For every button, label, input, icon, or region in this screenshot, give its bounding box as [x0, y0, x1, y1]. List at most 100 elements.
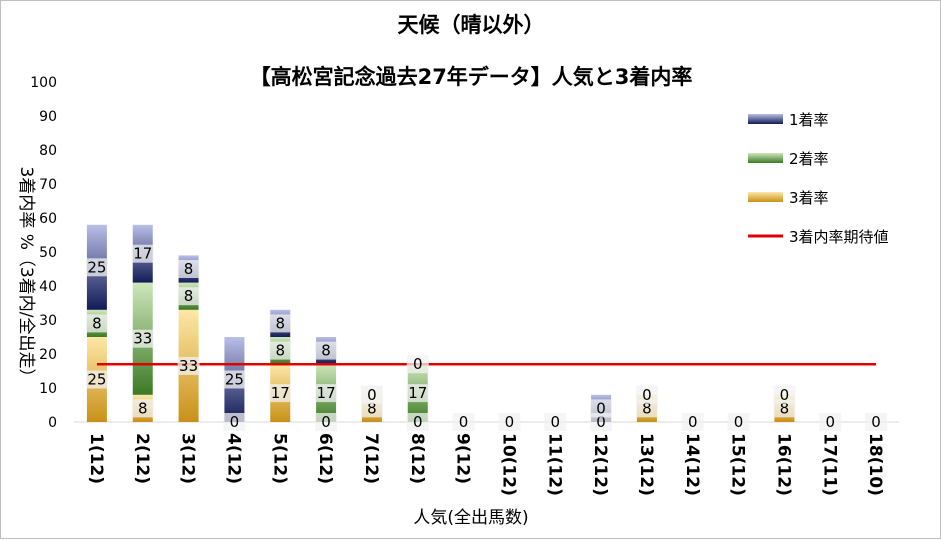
- data-label: 8: [92, 314, 102, 332]
- data-label-bg: [269, 341, 292, 360]
- y-tick-label: 20: [39, 347, 57, 363]
- data-label: 0: [871, 413, 881, 431]
- y-tick-label: 70: [39, 177, 57, 193]
- data-label: 0: [780, 386, 790, 404]
- data-label: 0: [550, 413, 560, 431]
- x-tick-label: 2(12): [132, 433, 152, 484]
- x-tick-label: 3(12): [178, 433, 198, 484]
- data-label: 0: [642, 386, 652, 404]
- data-label-bg: [360, 385, 383, 404]
- y-tick-label: 60: [39, 211, 57, 227]
- data-label-bg: [177, 260, 200, 278]
- data-label: 8: [184, 287, 194, 305]
- data-label: 8: [367, 399, 377, 417]
- data-label: 8: [642, 399, 652, 417]
- legend-label: 3着内率期待値: [789, 228, 889, 246]
- legend-label: 2着率: [789, 150, 829, 168]
- data-label-bg: [819, 413, 842, 431]
- x-tick-label: 12(12): [590, 433, 610, 496]
- data-label-bg: [177, 287, 200, 306]
- y-tick-label: 80: [39, 143, 57, 159]
- data-label: 0: [321, 413, 331, 431]
- legend-swatch: [748, 192, 783, 202]
- data-label-bg: [269, 314, 292, 333]
- x-tick-label: 14(12): [682, 433, 702, 496]
- data-label-bg: [85, 258, 108, 277]
- legend-swatch: [748, 153, 783, 163]
- data-label: 25: [87, 371, 106, 389]
- data-label-bg: [85, 370, 108, 389]
- data-label: 0: [688, 413, 698, 431]
- data-label-bg: [498, 413, 521, 431]
- y-tick-label: 40: [39, 279, 57, 295]
- data-label: 33: [179, 357, 198, 375]
- y-tick-label: 90: [39, 109, 57, 125]
- data-label-bg: [85, 314, 108, 333]
- data-label: 0: [459, 413, 469, 431]
- data-label: 8: [275, 314, 285, 332]
- x-axis-label: 人気(全出馬数): [413, 508, 528, 528]
- data-label: 8: [275, 342, 285, 360]
- chart-title: 天候（晴以外）: [398, 13, 545, 37]
- legend-label: 3着率: [789, 189, 829, 207]
- data-label-bg: [590, 413, 613, 431]
- data-label-bg: [635, 385, 658, 404]
- x-tick-label: 7(12): [361, 433, 381, 484]
- data-label-bg: [223, 413, 246, 431]
- data-label: 0: [413, 413, 423, 431]
- data-label: 8: [321, 342, 331, 360]
- x-tick-label: 6(12): [315, 433, 335, 484]
- data-label: 33: [133, 330, 152, 348]
- data-label-bg: [131, 399, 154, 418]
- data-label-bg: [452, 413, 475, 431]
- data-label-bg: [406, 413, 429, 431]
- data-label: 0: [596, 413, 606, 431]
- x-tick-label: 9(12): [453, 433, 473, 484]
- legend-label: 1着率: [789, 111, 829, 129]
- data-label-bg: [590, 399, 613, 418]
- y-tick-label: 50: [39, 245, 57, 261]
- data-label: 25: [87, 258, 106, 276]
- data-label: 17: [317, 384, 336, 402]
- data-label-bg: [315, 413, 338, 431]
- data-label-bg: [223, 370, 246, 389]
- data-label: 17: [271, 384, 290, 402]
- data-label: 0: [413, 355, 423, 373]
- data-label-bg: [406, 355, 429, 374]
- data-label: 17: [408, 384, 427, 402]
- data-label-bg: [131, 329, 154, 348]
- data-label-bg: [635, 399, 658, 418]
- data-label-bg: [681, 413, 704, 431]
- data-label: 8: [138, 399, 148, 417]
- y-axis-label: 3着内率 %（3着内/全出走）: [16, 167, 36, 386]
- x-tick-label: 13(12): [636, 433, 656, 496]
- data-label-bg: [131, 244, 154, 263]
- legend-swatch: [748, 114, 783, 124]
- data-label: 8: [780, 399, 790, 417]
- data-label-bg: [177, 356, 200, 375]
- data-label-bg: [773, 399, 796, 418]
- x-tick-label: 18(10): [865, 433, 885, 496]
- x-tick-label: 1(12): [86, 433, 106, 484]
- y-tick-label: 0: [48, 415, 57, 431]
- data-label: 25: [225, 371, 244, 389]
- data-label: 0: [367, 386, 377, 404]
- x-tick-label: 11(12): [544, 433, 564, 496]
- y-tick-label: 100: [30, 75, 57, 91]
- x-tick-label: 4(12): [223, 433, 243, 484]
- data-label-bg: [727, 413, 750, 431]
- data-label: 0: [596, 399, 606, 417]
- data-label: 0: [505, 413, 515, 431]
- chart-subtitle: 【高松宮記念過去27年データ】人気と3着内率: [250, 65, 693, 89]
- x-tick-label: 17(11): [819, 433, 839, 496]
- data-label: 0: [230, 413, 240, 431]
- data-label-bg: [406, 384, 429, 403]
- data-label: 8: [184, 260, 194, 278]
- x-tick-label: 5(12): [269, 433, 289, 484]
- data-label-bg: [360, 399, 383, 418]
- data-label: 0: [825, 413, 835, 431]
- x-tick-label: 15(12): [728, 433, 748, 496]
- data-label-bg: [315, 384, 338, 403]
